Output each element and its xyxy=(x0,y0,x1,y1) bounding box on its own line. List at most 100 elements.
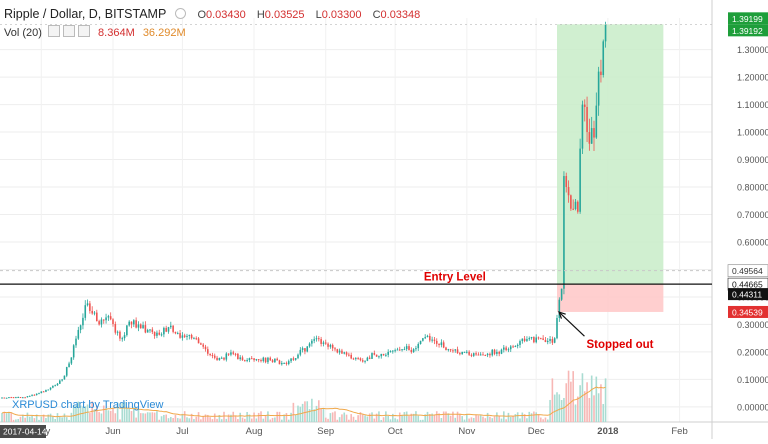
volume-bar xyxy=(186,417,188,422)
volume-bar xyxy=(153,412,156,422)
volume-bar xyxy=(359,412,362,422)
candle-body xyxy=(528,338,531,340)
candle-body xyxy=(47,389,50,391)
volume-bar xyxy=(84,406,87,422)
volume-bar xyxy=(188,418,191,422)
volume-bar xyxy=(160,416,163,422)
candle-body xyxy=(477,354,480,356)
volume-bar xyxy=(392,413,394,422)
volume-bar xyxy=(454,417,457,422)
volume-bar xyxy=(563,397,565,422)
candle-body xyxy=(292,358,295,360)
volume-bar xyxy=(389,419,392,422)
volume-bar xyxy=(109,410,112,422)
volume-bar xyxy=(47,414,50,422)
volume-bar xyxy=(514,414,517,422)
candle-body xyxy=(77,329,80,339)
candle-body xyxy=(151,329,154,332)
volume-bar xyxy=(86,404,89,422)
candle-body xyxy=(352,358,355,360)
candle-body xyxy=(188,334,191,336)
candle-body xyxy=(341,350,343,354)
candle-body xyxy=(283,362,285,364)
volume-bar xyxy=(200,419,202,422)
volume-bar xyxy=(558,394,561,422)
volume-bar xyxy=(123,401,126,422)
volume-bar xyxy=(93,409,96,422)
candle-body xyxy=(389,351,392,353)
settings-circle-icon[interactable] xyxy=(175,8,187,19)
volume-bar xyxy=(338,417,341,422)
volume-bar xyxy=(401,415,403,422)
candle-body xyxy=(260,360,262,362)
candle-body xyxy=(403,349,406,351)
settings-box-icon[interactable] xyxy=(62,25,75,37)
volume-value: 8.364M xyxy=(98,27,135,39)
candle-body xyxy=(447,349,450,351)
volume-bar xyxy=(472,417,475,422)
volume-bar xyxy=(31,415,33,422)
candle-body xyxy=(105,317,107,321)
ohlc-low-value: 0.03300 xyxy=(321,9,362,21)
volume-bar xyxy=(567,370,570,422)
candle-body xyxy=(281,363,283,365)
price-tag-current xyxy=(728,288,768,301)
candle-body xyxy=(526,339,528,341)
candle-body xyxy=(405,346,408,350)
volume-bar xyxy=(355,419,357,422)
candle-body xyxy=(514,345,517,347)
volume-bar xyxy=(183,411,186,422)
eye-toggle-icon[interactable] xyxy=(47,25,60,37)
volume-bar xyxy=(241,417,244,422)
candle-body xyxy=(28,395,31,397)
candle-body xyxy=(438,343,440,346)
candle-body xyxy=(558,299,561,318)
candle-body xyxy=(357,358,359,360)
candle-body xyxy=(519,341,521,345)
candle-body xyxy=(107,316,110,318)
candle-body xyxy=(304,348,306,352)
volume-bar xyxy=(426,411,429,422)
annotations: Entry Level Stopped out xyxy=(424,271,654,351)
candle-body xyxy=(331,344,334,349)
volume-bar xyxy=(577,396,579,422)
x-start-date-box xyxy=(0,425,46,438)
position-zones xyxy=(557,24,664,312)
close-box-icon[interactable] xyxy=(77,25,90,37)
volume-bar xyxy=(255,418,258,422)
candle-body xyxy=(503,347,505,350)
annotation-stopped-out: Stopped out xyxy=(586,339,653,351)
candle-body xyxy=(378,356,380,358)
volume-bar xyxy=(445,411,447,422)
volume-bar xyxy=(1,412,3,422)
candle-body xyxy=(475,353,477,355)
volume-bar xyxy=(357,415,359,422)
candle-body xyxy=(241,357,244,361)
candle-body xyxy=(380,353,383,357)
volume-bar xyxy=(403,412,406,422)
volume-bar xyxy=(431,413,433,422)
candle-body xyxy=(463,351,466,353)
volume-bar xyxy=(560,400,563,422)
volume-bar xyxy=(482,416,484,422)
volume-bar xyxy=(304,401,306,422)
candle-body xyxy=(583,104,586,107)
volume-bar xyxy=(345,414,348,422)
price-tag-label-target: 1.39199 xyxy=(732,14,763,24)
volume-bar xyxy=(220,419,223,422)
candle-body xyxy=(56,383,59,386)
volume-bar xyxy=(542,419,544,422)
candle-body xyxy=(130,321,133,325)
volume-bar xyxy=(537,414,540,422)
volume-bar xyxy=(327,418,329,422)
volume-bar xyxy=(126,407,128,422)
volume-bar xyxy=(28,416,31,422)
volume-bar xyxy=(336,419,339,422)
volume-legend-row: Vol (20) 8.364M 36.292M xyxy=(4,25,186,39)
volume-bar xyxy=(398,412,401,422)
volume-bar xyxy=(526,418,528,422)
candle-body xyxy=(500,349,503,354)
candle-body xyxy=(65,367,68,376)
